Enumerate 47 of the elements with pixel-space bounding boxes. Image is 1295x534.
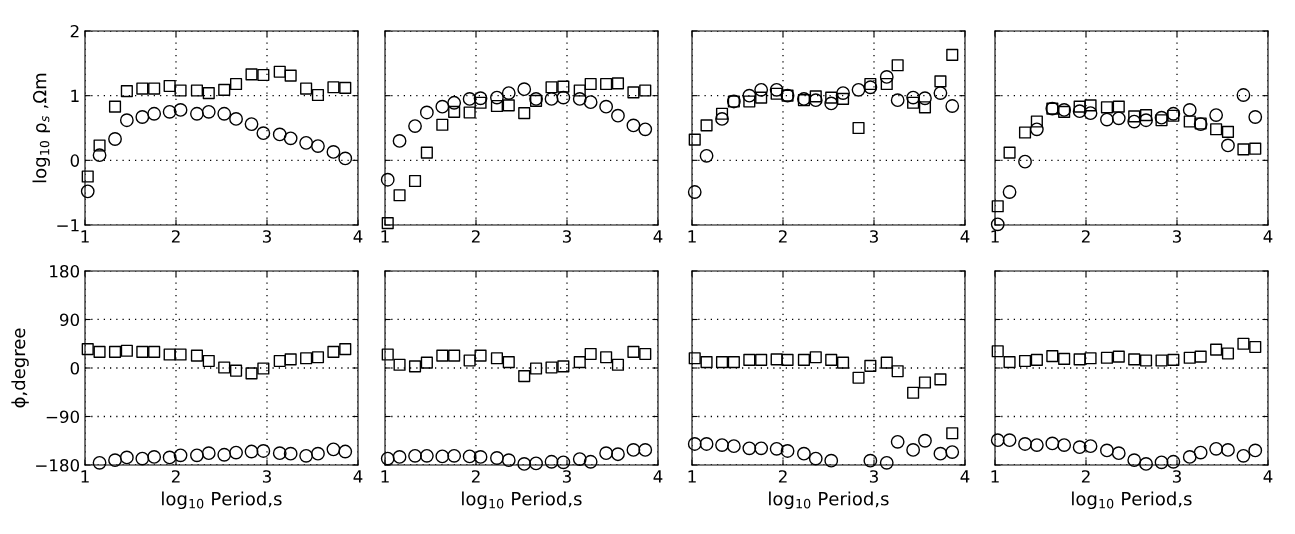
- x-tick-label: 3: [1172, 230, 1181, 243]
- x-tick-label: 2: [1081, 470, 1090, 483]
- x-tick-label: 1: [688, 230, 696, 243]
- y-tick-label: 0: [70, 361, 80, 375]
- x-tick-label: 3: [562, 470, 571, 483]
- x-tick-label: 3: [562, 230, 571, 243]
- x-tick-label: 2: [471, 470, 480, 483]
- x-tick-label: 4: [353, 230, 363, 243]
- y-tick-label: 2: [70, 24, 79, 38]
- y-tick-label: 90: [59, 313, 80, 327]
- x-tick-label: 4: [353, 470, 363, 483]
- x-tick-label: 4: [1263, 230, 1273, 243]
- y-axis-title: ϕ,degree: [11, 328, 29, 408]
- y-axis-title: log$_{10}$ ρ$_{s}$ ,Ωm: [32, 73, 50, 183]
- x-tick-label: 3: [1172, 470, 1181, 483]
- x-tick-label: 3: [262, 230, 271, 243]
- x-tick-label: 3: [869, 470, 878, 483]
- x-axis-title: log$_{10}$ Period,s: [462, 491, 582, 510]
- x-tick-label: 1: [381, 230, 389, 243]
- x-tick-label: 2: [471, 230, 480, 243]
- x-tick-label: 1: [688, 470, 696, 483]
- y-tick-label: −1: [57, 219, 79, 232]
- x-tick-label: 3: [262, 470, 271, 483]
- x-tick-label: 2: [171, 470, 180, 483]
- x-tick-label: 4: [653, 230, 663, 243]
- x-tick-label: 1: [81, 230, 89, 243]
- x-tick-label: 2: [778, 470, 787, 483]
- x-tick-label: 1: [381, 470, 389, 483]
- x-tick-label: 2: [778, 230, 787, 243]
- x-axis-title: log$_{10}$ Period,s: [1072, 491, 1192, 510]
- y-tick-label: 180: [50, 264, 80, 278]
- x-tick-label: 4: [1263, 470, 1273, 483]
- x-tick-label: 4: [960, 470, 970, 483]
- x-tick-label: 1: [81, 470, 89, 483]
- x-tick-label: 2: [1081, 230, 1090, 243]
- x-tick-label: 4: [960, 230, 970, 243]
- x-axis-title: log$_{10}$ Period,s: [769, 491, 889, 510]
- x-tick-label: 1: [991, 230, 999, 243]
- x-axis-title: log$_{10}$ Period,s: [162, 491, 282, 510]
- x-tick-label: 3: [869, 230, 878, 243]
- x-tick-label: 1: [991, 470, 999, 483]
- y-tick-label: 0: [70, 154, 80, 167]
- y-tick-label: −180: [36, 458, 80, 472]
- x-tick-label: 2: [171, 230, 180, 243]
- y-tick-label: 1: [71, 89, 79, 102]
- x-tick-label: 4: [653, 470, 663, 483]
- y-tick-label: −90: [46, 410, 80, 424]
